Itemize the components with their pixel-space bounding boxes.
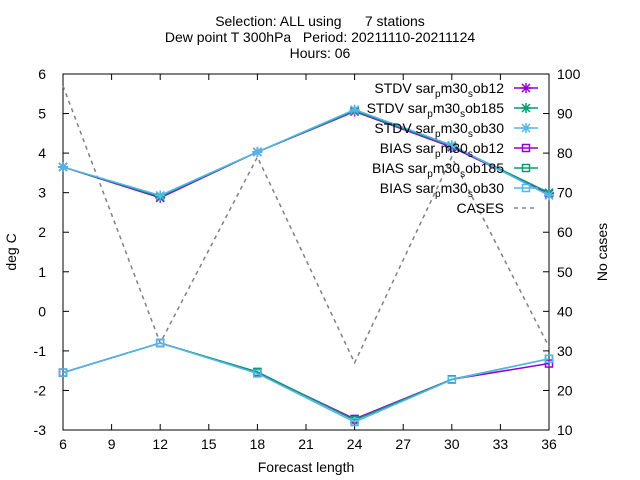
data-point bbox=[350, 417, 359, 427]
y2-tick-label: 70 bbox=[557, 185, 573, 201]
x-tick-label: 33 bbox=[493, 436, 509, 452]
y2-tick-label: 50 bbox=[557, 264, 573, 280]
data-point bbox=[447, 375, 457, 385]
legend-label-part: m30 bbox=[441, 140, 468, 156]
legend-label-part: s bbox=[468, 149, 473, 160]
y2-tick-label: 100 bbox=[557, 66, 581, 82]
legend-label-part: p bbox=[435, 189, 441, 200]
y2-tick-label: 90 bbox=[557, 106, 573, 122]
y-tick-label: -1 bbox=[34, 343, 47, 359]
legend-label-part: ob185 bbox=[465, 160, 504, 176]
y2-tick-label: 60 bbox=[557, 224, 573, 240]
legend-label-part: p bbox=[435, 89, 441, 100]
legend-label: STDV sarpm30sob30 bbox=[374, 120, 504, 140]
legend-label-part: m30 bbox=[441, 180, 468, 196]
y2-tick-label: 30 bbox=[557, 343, 573, 359]
legend-label-part: p bbox=[427, 109, 433, 120]
data-point bbox=[544, 359, 554, 368]
legend-label-part: s bbox=[468, 189, 473, 200]
legend-marker bbox=[521, 83, 531, 93]
data-point bbox=[58, 161, 68, 172]
x-tick-label: 27 bbox=[395, 436, 411, 452]
series-line bbox=[62, 342, 550, 421]
x-tick-label: 30 bbox=[444, 436, 460, 452]
legend-label: BIAS sarpm30sob185 bbox=[372, 160, 504, 180]
y-tick-label: 1 bbox=[38, 264, 46, 280]
x-tick-label: 6 bbox=[59, 436, 67, 452]
legend-marker bbox=[521, 163, 531, 173]
y-axis-label: deg C bbox=[3, 233, 19, 270]
legend-label-part: ob30 bbox=[473, 120, 504, 136]
legend-label-part: p bbox=[427, 169, 433, 180]
chart-title-line: Selection: ALL using 7 stations bbox=[215, 13, 425, 29]
legend-label-part: s bbox=[460, 169, 465, 180]
x-tick-label: 15 bbox=[201, 436, 217, 452]
y-tick-label: 3 bbox=[38, 185, 46, 201]
legend-label: STDV sarpm30sob12 bbox=[374, 80, 504, 100]
data-point bbox=[544, 354, 554, 364]
legend-label-part: STDV sar bbox=[374, 80, 435, 96]
legend-label-part: ob12 bbox=[473, 80, 504, 96]
legend-label: BIAS sarpm30sob30 bbox=[380, 180, 504, 200]
legend-label-part: s bbox=[468, 129, 473, 140]
y-tick-label: 5 bbox=[38, 106, 46, 122]
x-tick-label: 9 bbox=[108, 436, 116, 452]
y2-axis-label: No cases bbox=[594, 223, 610, 281]
legend-label-part: m30 bbox=[441, 80, 468, 96]
legend-marker bbox=[521, 143, 531, 153]
x-tick-label: 12 bbox=[152, 436, 168, 452]
y2-tick-label: 20 bbox=[557, 382, 573, 398]
legend-label-part: s bbox=[460, 109, 465, 120]
data-point bbox=[349, 104, 360, 115]
data-point bbox=[252, 146, 263, 157]
data-point bbox=[253, 369, 262, 378]
legend-label-part: p bbox=[435, 129, 441, 140]
y-tick-label: -3 bbox=[34, 422, 47, 438]
data-point bbox=[155, 338, 165, 348]
x-tick-label: 18 bbox=[250, 436, 266, 452]
data-point bbox=[58, 368, 68, 377]
data-point bbox=[155, 190, 166, 201]
legend-marker bbox=[521, 123, 531, 133]
x-tick-label: 21 bbox=[298, 436, 314, 452]
legend-marker bbox=[521, 183, 531, 193]
legend-label-part: BIAS sar bbox=[380, 140, 436, 156]
legend-label-part: BIAS sar bbox=[372, 160, 428, 176]
legend-label: CASES bbox=[457, 200, 504, 216]
legend-label-part: m30 bbox=[433, 160, 460, 176]
legend-label: STDV sarpm30sob185 bbox=[367, 100, 505, 120]
series-line bbox=[62, 342, 550, 420]
y2-tick-label: 80 bbox=[557, 145, 573, 161]
legend-label-part: s bbox=[468, 89, 473, 100]
legend-label-part: p bbox=[435, 149, 441, 160]
chart-title-line: Hours: 06 bbox=[290, 45, 351, 61]
y-tick-label: 2 bbox=[38, 224, 46, 240]
y-tick-label: 4 bbox=[38, 145, 46, 161]
legend-label-part: ob30 bbox=[473, 180, 504, 196]
legend-marker bbox=[521, 103, 531, 113]
x-tick-label: 36 bbox=[541, 436, 557, 452]
x-tick-label: 24 bbox=[347, 436, 363, 452]
legend-label-part: STDV sar bbox=[367, 100, 428, 116]
legend-label-part: ob12 bbox=[473, 140, 504, 156]
legend-label-part: STDV sar bbox=[374, 120, 435, 136]
series-line bbox=[62, 108, 550, 197]
y2-tick-label: 40 bbox=[557, 303, 573, 319]
legend-label-part: m30 bbox=[433, 100, 460, 116]
legend-label-part: m30 bbox=[441, 120, 468, 136]
legend-label-part: BIAS sar bbox=[380, 180, 436, 196]
data-point bbox=[544, 190, 554, 201]
series-line bbox=[62, 342, 550, 423]
legend-label: BIAS sarpm30sob12 bbox=[380, 140, 504, 160]
data-point bbox=[446, 140, 457, 151]
legend-label-part: ob185 bbox=[465, 100, 504, 116]
y-tick-label: 0 bbox=[38, 303, 46, 319]
y-tick-label: 6 bbox=[38, 66, 46, 82]
y2-tick-label: 10 bbox=[557, 422, 573, 438]
y-tick-label: -2 bbox=[34, 382, 47, 398]
x-axis-label: Forecast length bbox=[258, 459, 355, 475]
chart-title-line: Dew point T 300hPa Period: 20211110-2021… bbox=[165, 29, 476, 45]
